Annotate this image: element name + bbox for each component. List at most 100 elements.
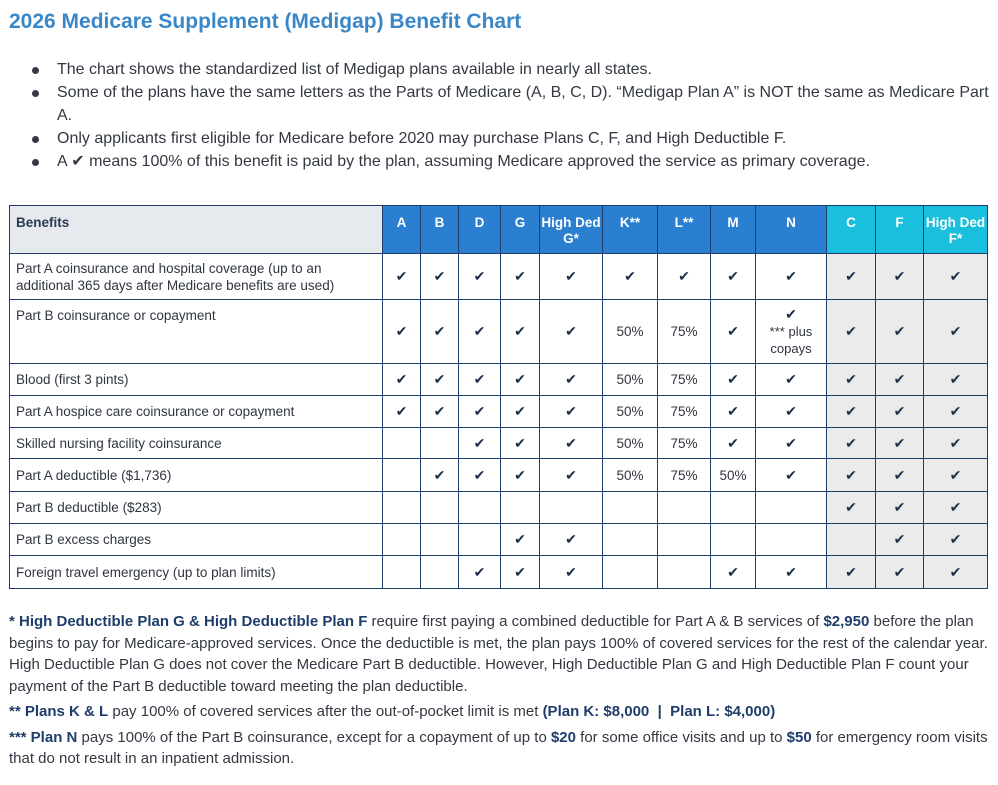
benefit-label: Skilled nursing facility coinsurance [9,427,383,459]
empty-cell [458,491,501,524]
benefit-cell: ✔ [875,523,924,556]
benefit-cell: ✔ [826,253,876,300]
benefit-cell: ✔ [458,555,501,589]
copay-note: *** plus copays [769,324,813,356]
footnote-plan-n: *** Plan N pays 100% of the Part B coins… [9,727,989,770]
footnote-bold-text: ** Plans K & L [9,703,109,720]
check-icon: ✔ [845,403,857,419]
plan-header-f: F [875,205,924,254]
check-icon: ✔ [565,531,577,547]
empty-cell [420,523,459,556]
check-icon: ✔ [514,466,526,483]
check-icon: ✔ [727,268,739,284]
benefit-cell: 50% [602,458,658,492]
benefit-cell: ✔ [458,395,501,428]
empty-cell [657,555,711,589]
benefit-cell: ✔ [826,427,876,459]
benefit-cell: ✔ [539,523,603,556]
check-icon: ✔ [473,563,486,580]
benefit-cell: ✔ [420,363,459,396]
check-icon: ✔ [949,499,962,515]
benefit-cell: 75% [657,427,711,459]
benefit-cell: ✔ [500,523,540,556]
check-icon: ✔ [565,323,577,339]
benefit-cell: ✔ [923,555,988,589]
benefit-cell: ✔ [755,427,827,459]
check-icon: ✔ [893,466,906,483]
check-icon: ✔ [514,403,526,419]
plan-header-l: L** [657,205,711,254]
plan-header-b: B [420,205,459,254]
check-icon: ✔ [395,268,408,284]
percent-value: 75% [670,324,698,339]
benefit-cell: ✔ [382,299,421,364]
check-icon: ✔ [785,466,797,483]
benefit-cell: ✔ [710,363,756,396]
check-icon: ✔ [893,531,906,547]
plan-header-high-ded-f: High Ded F* [923,205,988,254]
plan-header-g: G [500,205,540,254]
benefit-cell: ✔ [875,458,924,492]
bullet-item: The chart shows the standardized list of… [30,58,992,81]
page-title: 2026 Medicare Supplement (Medigap) Benef… [9,10,522,33]
benefit-cell: ✔ [420,395,459,428]
benefit-cell: ✔ [539,299,603,364]
check-icon: ✔ [949,371,962,387]
benefit-cell: ✔ [500,555,540,589]
benefit-cell: ✔ [826,491,876,524]
benefit-cell: ✔ [826,458,876,492]
benefit-cell: ✔ [500,363,540,396]
check-icon: ✔ [473,268,486,284]
empty-cell [382,555,421,589]
check-icon: ✔ [727,434,739,451]
check-icon: ✔ [473,323,486,339]
percent-value: 50% [616,324,644,339]
footnote-text: before the plan begins to pay for Medica… [9,613,993,695]
benefit-cell: ✔ [923,395,988,428]
plan-header-a: A [382,205,421,254]
benefit-cell: ✔ [710,555,756,589]
benefit-cell: ✔ [602,253,658,300]
table-row: Part B excess charges ✔ ✔ ✔ ✔ [9,523,988,556]
benefit-label: Part A deductible ($1,736) [9,458,383,492]
benefit-cell: ✔ [382,253,421,300]
benefit-cell: ✔ [875,491,924,524]
benefit-cell: ✔ [923,523,988,556]
check-icon: ✔ [395,371,408,387]
footnote-text: for emergency room visits that do not re… [9,728,992,768]
benefit-cell: 75% [657,299,711,364]
benefit-cell: ✔ [458,427,501,459]
benefit-cell: ✔ [458,363,501,396]
check-icon: ✔ [785,268,797,284]
benefit-cell: ✔ [458,458,501,492]
empty-cell [657,491,711,524]
empty-cell [382,491,421,524]
benefit-cell: 75% [657,395,711,428]
plan-header-n: N [755,205,827,254]
check-icon: ✔ [949,434,962,451]
check-icon: ✔ [893,268,906,284]
benefit-cell: ✔ [539,458,603,492]
check-icon: ✔ [514,434,526,451]
check-icon: ✔ [949,563,962,580]
footnote-high-deductible: * High Deductible Plan G & High Deductib… [9,611,989,697]
benefit-cell: ✔ [875,253,924,300]
check-icon: ✔ [727,323,739,339]
benefit-cell: ✔ [500,395,540,428]
footnote-bold-text: *** Plan N [9,728,78,746]
benefit-cell: ✔ [710,299,756,364]
benefit-cell: 75% [657,363,711,396]
check-icon: ✔ [514,268,526,284]
table-row: Part A coinsurance and hospital coverage… [9,253,988,300]
benefit-cell: ✔ [923,491,988,524]
check-icon: ✔ [473,403,486,419]
benefit-cell: ✔ [875,363,924,396]
check-icon: ✔ [893,499,906,515]
benefit-cell: ✔ [420,299,459,364]
benefit-cell: ✔ [500,253,540,300]
check-icon: ✔ [395,323,408,339]
check-icon: ✔ [785,371,797,387]
benefit-cell: ✔ [539,395,603,428]
bullet-item: Some of the plans have the same letters … [30,81,992,127]
empty-cell [710,523,756,556]
